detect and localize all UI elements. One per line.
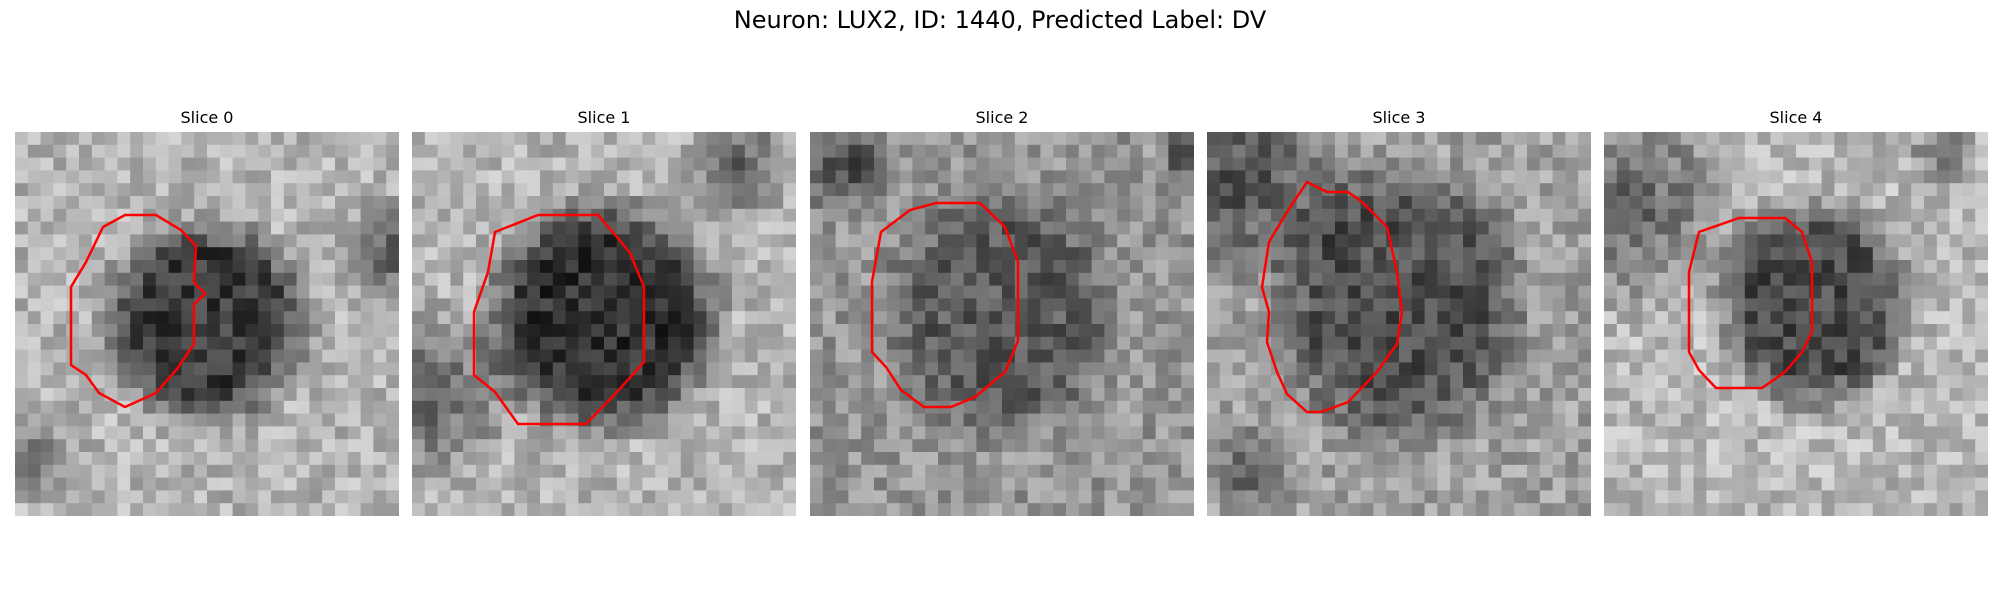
slice-title-2: Slice 2 <box>975 108 1029 127</box>
slice-panel-2: Slice 2 <box>810 108 1194 516</box>
slice-image-4 <box>1604 132 1988 516</box>
neuron-contour <box>1687 216 1814 390</box>
micrograph-pixels <box>1604 132 1988 516</box>
neuron-contour <box>870 201 1020 409</box>
slice-image-0 <box>15 132 399 516</box>
slice-title-4: Slice 4 <box>1769 108 1823 127</box>
micrograph-pixels <box>810 132 1194 516</box>
slice-title-1: Slice 1 <box>577 108 631 127</box>
slice-title-3: Slice 3 <box>1372 108 1426 127</box>
slice-panel-0: Slice 0 <box>15 108 399 516</box>
slice-image-1 <box>412 132 796 516</box>
figure-title: Neuron: LUX2, ID: 1440, Predicted Label:… <box>733 6 1267 34</box>
slice-image-3 <box>1207 132 1591 516</box>
slice-panel-4: Slice 4 <box>1604 108 1988 516</box>
neuron-contour <box>472 213 646 426</box>
micrograph-pixels <box>412 132 796 516</box>
slice-panel-1: Slice 1 <box>412 108 796 516</box>
slice-title-0: Slice 0 <box>180 108 234 127</box>
slice-image-2 <box>810 132 1194 516</box>
micrograph-pixels <box>15 132 399 516</box>
neuron-contour <box>1260 180 1404 414</box>
neuron-contour <box>69 213 207 409</box>
micrograph-pixels <box>1207 132 1591 516</box>
slice-panel-3: Slice 3 <box>1207 108 1591 516</box>
